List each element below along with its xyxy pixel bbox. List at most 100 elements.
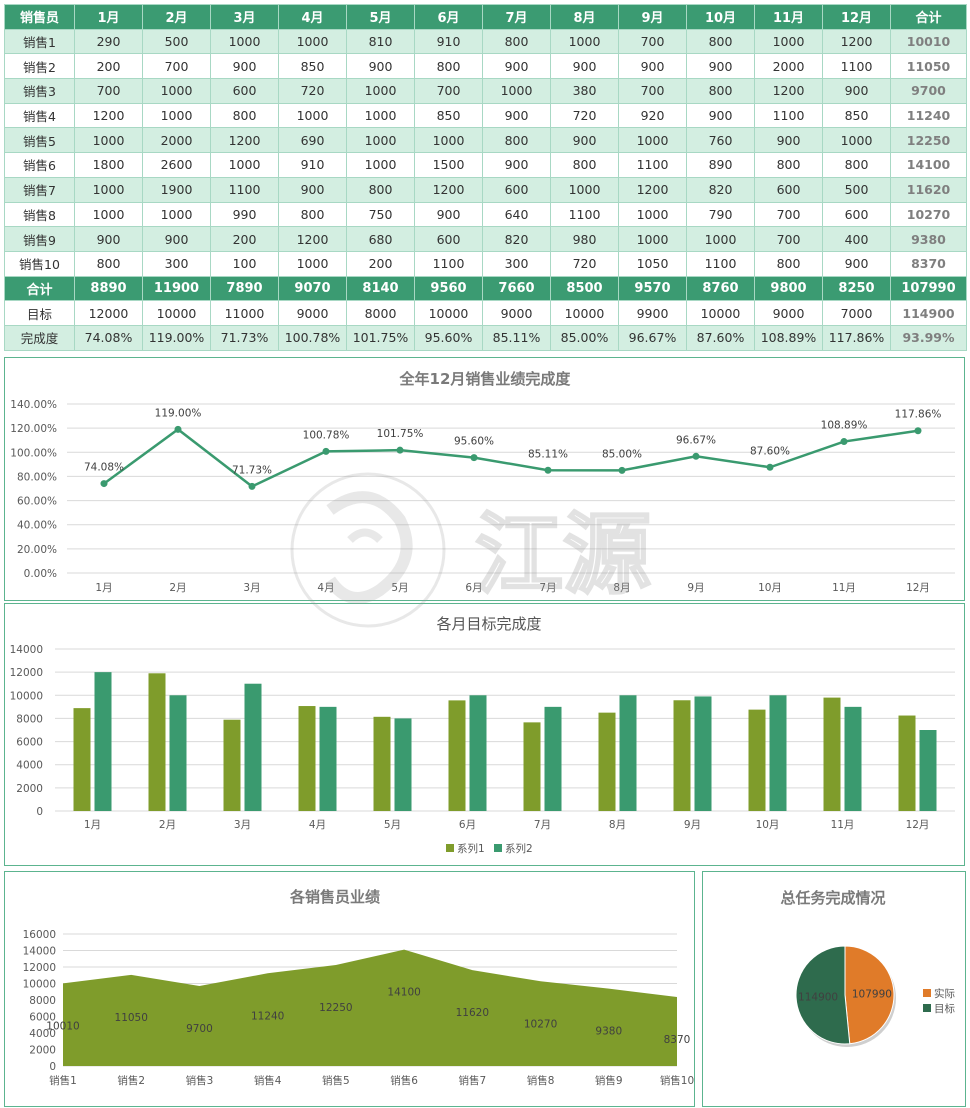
y-tick-label: 0 <box>36 806 43 818</box>
data-label: 85.00% <box>602 448 642 460</box>
table-cell: 9000 <box>278 300 347 326</box>
bar <box>694 696 712 811</box>
y-tick-label: 60.00% <box>17 496 57 508</box>
table-cell: 700 <box>414 78 483 104</box>
table-row: 销售8 1000 1000 990 800 750 900 640 1100 1000 790 700… <box>4 201 967 228</box>
data-label: 9700 <box>186 1023 213 1035</box>
x-tick-label: 2月 <box>169 582 186 594</box>
legend-swatch <box>446 844 454 852</box>
table-cell: 1000 <box>686 226 755 252</box>
table-cell: 800 <box>686 78 755 104</box>
bar-chart-title: 各月目标完成度 <box>436 615 541 633</box>
table-row: 销售5 1000 2000 1200 690 1000 1000 800 900 1000 760 9… <box>4 127 967 154</box>
table-cell: 1100 <box>618 152 687 178</box>
table-cell: 900 <box>822 78 891 104</box>
table-cell: 800 <box>822 152 891 178</box>
table-cell: 1000 <box>74 201 143 228</box>
table-cell: 2000 <box>754 53 823 80</box>
data-point <box>618 466 626 474</box>
table-cell: 800 <box>482 127 551 154</box>
pie-chart-panel: 总任务完成情况 107990 114900 实际 目标 <box>702 871 966 1107</box>
table-cell: 1100 <box>822 53 891 80</box>
table-cell: 720 <box>278 78 347 104</box>
table-cell: 900 <box>346 53 415 80</box>
legend-label: 目标 <box>934 1003 955 1015</box>
table-cell: 800 <box>754 250 823 277</box>
x-tick-label: 销售1 <box>49 1074 77 1087</box>
table-cell: 900 <box>550 127 619 154</box>
x-tick-label: 销售9 <box>595 1074 623 1087</box>
table-cell: 9000 <box>754 300 823 326</box>
x-tick-label: 12月 <box>906 582 930 594</box>
table-cell: 完成度 <box>4 324 75 351</box>
table-cell: 900 <box>482 102 551 129</box>
table-cell: 9800 <box>754 275 823 302</box>
x-tick-label: 销售6 <box>390 1074 418 1087</box>
table-header-cell: 3月 <box>210 4 279 30</box>
pie-data-label: 107990 <box>852 989 892 1001</box>
table-cell: 10270 <box>890 201 967 228</box>
table-cell: 1000 <box>142 201 211 228</box>
table-cell: 900 <box>618 53 687 80</box>
y-tick-label: 80.00% <box>17 471 57 483</box>
table-cell: 800 <box>482 28 551 55</box>
table-cell: 2000 <box>142 127 211 154</box>
bar <box>223 719 241 811</box>
table-cell: 200 <box>346 250 415 277</box>
y-tick-label: 40.00% <box>17 520 57 532</box>
y-tick-label: 14000 <box>23 946 56 958</box>
x-tick-label: 11月 <box>832 582 856 594</box>
bar <box>523 722 541 811</box>
x-tick-label: 12月 <box>906 819 930 831</box>
table-cell: 销售8 <box>4 201 75 228</box>
table-cell: 1900 <box>142 176 211 203</box>
x-tick-label: 销售4 <box>254 1074 282 1087</box>
bar <box>544 706 562 811</box>
table-cell: 800 <box>74 250 143 277</box>
line-chart: 全年12月销售业绩完成度 0.00% 20.00% 40.00% 60.00% 80.0… <box>10 370 955 594</box>
table-cell: 8370 <box>890 250 967 277</box>
bar <box>448 700 466 811</box>
table-cell: 900 <box>482 53 551 80</box>
table-cell: 1100 <box>686 250 755 277</box>
table-cell: 销售1 <box>4 28 75 55</box>
y-tick-label: 0 <box>49 1061 56 1073</box>
area-series <box>63 949 677 1066</box>
y-tick-label: 8000 <box>29 995 56 1007</box>
table-cell: 7000 <box>822 300 891 326</box>
table-cell: 销售9 <box>4 226 75 252</box>
y-tick-label: 16000 <box>23 929 56 941</box>
table-cell: 700 <box>618 78 687 104</box>
table-cell: 74.08% <box>74 324 143 351</box>
table-cell: 1200 <box>278 226 347 252</box>
table-cell: 600 <box>754 176 823 203</box>
table-cell: 900 <box>278 176 347 203</box>
data-point <box>396 446 404 454</box>
table-cell: 700 <box>142 53 211 80</box>
table-header-cell: 12月 <box>822 4 891 30</box>
table-cell: 290 <box>74 28 143 55</box>
table-cell: 8760 <box>686 275 755 302</box>
table-cell: 820 <box>686 176 755 203</box>
data-label: 11620 <box>456 1007 489 1019</box>
x-tick-label: 9月 <box>684 819 701 831</box>
data-point <box>840 438 848 446</box>
table-cell: 8140 <box>346 275 415 302</box>
table-cell: 100 <box>210 250 279 277</box>
legend-label: 实际 <box>934 987 955 1000</box>
table-cell: 10000 <box>686 300 755 326</box>
table-cell: 10000 <box>550 300 619 326</box>
bar <box>94 672 112 811</box>
data-point <box>470 454 478 462</box>
table-cell: 700 <box>74 78 143 104</box>
data-label: 85.11% <box>528 448 568 460</box>
y-tick-label: 4000 <box>29 1028 56 1040</box>
bar-chart: 各月目标完成度 0 2000 4000 6000 8000 10000 12000 14000… <box>10 615 955 855</box>
table-header-cell: 4月 <box>278 4 347 30</box>
bar <box>169 695 187 811</box>
y-tick-label: 4000 <box>16 760 43 772</box>
bar-chart-panel: 各月目标完成度 0 2000 4000 6000 8000 10000 12000 14000… <box>4 603 965 866</box>
data-label: 87.60% <box>750 445 790 457</box>
legend-label: 系列2 <box>505 842 533 855</box>
